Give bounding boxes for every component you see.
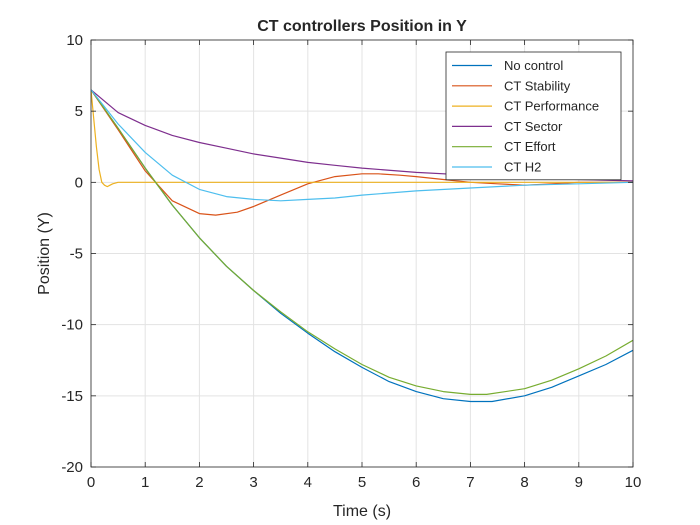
y-tick-label: -10 [61, 317, 83, 334]
legend-box [445, 51, 622, 181]
x-tick-label: 6 [412, 474, 420, 491]
x-tick-label: 7 [466, 474, 474, 491]
x-tick-label: 3 [249, 474, 257, 491]
x-tick-label: 10 [625, 474, 642, 491]
legend-label-ct-performance: CT Performance [504, 99, 599, 114]
legend-label-ct-sector: CT Sector [504, 119, 563, 134]
y-tick-label: 10 [66, 32, 83, 49]
y-tick-label: -20 [61, 459, 83, 476]
x-tick-label: 2 [195, 474, 203, 491]
series-line-ct-performance [91, 89, 633, 188]
legend-label-ct-effort: CT Effort [504, 139, 556, 154]
x-tick-label: 0 [87, 474, 95, 491]
series-line-ct-h2 [91, 89, 633, 202]
y-axis-label: Position (Y) [36, 212, 53, 295]
x-tick-label: 1 [141, 474, 149, 491]
x-axis-label: Time (s) [333, 503, 391, 520]
ticks: 0 1 2 3 4 5 6 7 8 9 10 -20 -15 -10 -5 0 5 10 [61, 32, 641, 491]
legend-label-ct-stability: CT Stability [504, 78, 571, 93]
y-tick-label: 5 [75, 103, 83, 120]
y-tick-label: -15 [61, 388, 83, 405]
legend-label-no-control: No control [504, 58, 563, 73]
legend-label-ct-h2: CT H2 [504, 160, 541, 175]
y-tick-label: -5 [70, 246, 83, 263]
x-tick-label: 4 [304, 474, 312, 491]
y-tick-label: 0 [75, 174, 83, 191]
series-lines [91, 89, 633, 403]
x-tick-label: 5 [358, 474, 366, 491]
x-tick-label: 8 [520, 474, 528, 491]
x-tick-label: 9 [575, 474, 583, 491]
legend: No control CT Stability CT Performance CT S… [445, 51, 622, 181]
series-line-ct-effort [91, 89, 633, 395]
chart-title: CT controllers Position in Y [257, 18, 467, 35]
